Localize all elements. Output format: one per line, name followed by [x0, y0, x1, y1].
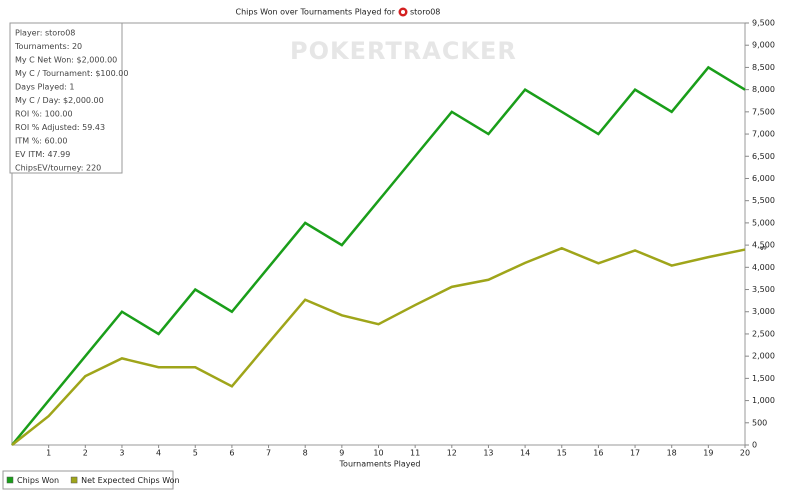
y-tick-label: 4,000 — [752, 263, 775, 272]
y-tick-label: 9,000 — [752, 41, 775, 50]
info-line: ITM %: 60.00 — [15, 137, 67, 146]
y-tick-label: 500 — [752, 418, 767, 427]
info-line: EV ITM: 47.99 — [15, 150, 70, 159]
info-line: Days Played: 1 — [15, 83, 75, 92]
y-tick-label: 3,000 — [752, 307, 775, 316]
info-line: ROI % Adjusted: 59.43 — [15, 123, 105, 132]
legend-label: Net Expected Chips Won — [81, 476, 180, 485]
y-tick-label: 8,500 — [752, 63, 775, 72]
series-line — [11, 246, 746, 446]
y-tick-label: 9,500 — [752, 19, 775, 28]
legend — [2, 470, 174, 490]
x-tick-label: 10 — [373, 449, 383, 458]
info-line: ChipsEV/tourney: 220 — [15, 164, 101, 173]
x-tick-label: 20 — [740, 449, 750, 458]
player-icon — [398, 7, 408, 17]
x-tick-label: 9 — [339, 449, 344, 458]
x-tick-label: 19 — [703, 449, 713, 458]
x-tick-label: 14 — [520, 449, 530, 458]
x-tick-label: 5 — [193, 449, 198, 458]
info-box — [9, 22, 123, 174]
legend-swatch — [6, 476, 14, 484]
y-tick-label: 1,500 — [752, 374, 775, 383]
info-line: Tournaments: 20 — [14, 42, 82, 51]
info-line: My C / Tournament: $100.00 — [15, 69, 128, 78]
x-tick-label: 15 — [557, 449, 567, 458]
y-tick-label: 2,500 — [752, 329, 775, 338]
info-line: ROI %: 100.00 — [15, 110, 73, 119]
info-line: My C / Day: $2,000.00 — [15, 96, 104, 105]
y-tick-label: 3,500 — [752, 285, 775, 294]
y-axis-label: $ — [759, 245, 768, 250]
x-tick-label: 18 — [667, 449, 677, 458]
x-tick-label: 17 — [630, 449, 640, 458]
x-tick-label: 4 — [156, 449, 161, 458]
x-tick-label: 3 — [119, 449, 124, 458]
y-tick-label: 7,500 — [752, 107, 775, 116]
series-line — [11, 65, 746, 446]
x-tick-label: 7 — [266, 449, 271, 458]
legend-label: Chips Won — [17, 476, 59, 485]
y-tick-label: 6,500 — [752, 152, 775, 161]
x-tick-label: 13 — [483, 449, 493, 458]
x-tick-label: 1 — [46, 449, 51, 458]
info-line: My C Net Won: $2,000.00 — [15, 56, 117, 65]
y-tick-label: 8,000 — [752, 85, 775, 94]
legend-swatch — [70, 476, 78, 484]
x-tick-label: 2 — [83, 449, 88, 458]
info-line: Player: storo08 — [15, 29, 75, 38]
x-tick-label: 16 — [593, 449, 603, 458]
x-tick-label: 11 — [410, 449, 420, 458]
y-tick-label: 0 — [752, 441, 757, 450]
y-tick-label: 5,500 — [752, 196, 775, 205]
y-tick-label: 5,000 — [752, 218, 775, 227]
x-tick-label: 6 — [229, 449, 234, 458]
chart-title: Chips Won over Tournaments Played for — [236, 8, 396, 17]
x-tick-label: 8 — [303, 449, 308, 458]
y-tick-label: 4,500 — [752, 241, 775, 250]
y-tick-label: 6,000 — [752, 174, 775, 183]
player-name: storo08 — [410, 8, 440, 17]
x-tick-label: 12 — [447, 449, 457, 458]
y-tick-label: 1,000 — [752, 396, 775, 405]
x-axis-label: Tournaments Played — [339, 460, 421, 469]
y-tick-label: 2,000 — [752, 352, 775, 361]
watermark: POKERTRACKER — [290, 37, 517, 65]
y-tick-label: 7,000 — [752, 130, 775, 139]
